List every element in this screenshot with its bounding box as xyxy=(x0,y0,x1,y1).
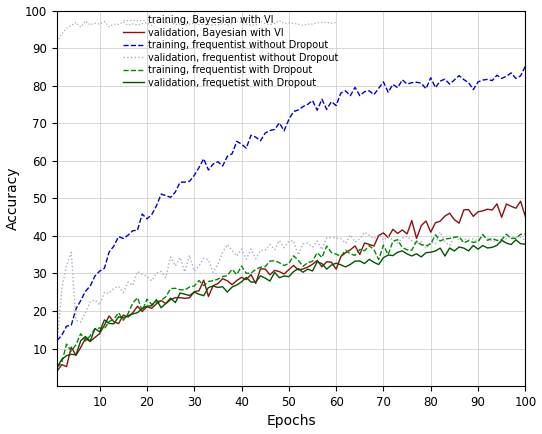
Line: validation, Bayesian with VI: validation, Bayesian with VI xyxy=(57,201,525,371)
validation, frequentist without Dropout xyxy=(295,253,301,258)
training, frequentist without Dropout xyxy=(295,107,301,112)
training, frequentist without Dropout xyxy=(484,77,491,82)
training, frequentist without Dropout xyxy=(333,103,339,108)
training, frequentist with Dropout xyxy=(333,252,339,257)
validation, frequetist with Dropout xyxy=(295,266,301,271)
validation, frequetist with Dropout xyxy=(522,242,528,247)
validation, frequentist without Dropout xyxy=(54,342,60,347)
training, Bayesian with VI xyxy=(125,23,131,28)
validation, frequentist without Dropout xyxy=(144,274,150,279)
training, frequentist with Dropout xyxy=(144,296,150,302)
validation, frequetist with Dropout xyxy=(513,237,519,242)
training, frequentist without Dropout xyxy=(499,76,505,81)
training, frequentist without Dropout xyxy=(54,338,60,343)
training, Bayesian with VI xyxy=(229,21,235,26)
validation, Bayesian with VI xyxy=(333,266,339,272)
training, Bayesian with VI xyxy=(149,23,155,28)
validation, Bayesian with VI xyxy=(517,199,524,204)
training, frequentist with Dropout xyxy=(295,258,301,263)
training, frequentist without Dropout xyxy=(522,64,528,69)
training, frequentist with Dropout xyxy=(522,231,528,237)
validation, frequetist with Dropout xyxy=(484,245,491,250)
validation, frequetist with Dropout xyxy=(333,260,339,266)
X-axis label: Epochs: Epochs xyxy=(266,414,316,428)
validation, frequetist with Dropout xyxy=(499,238,505,243)
validation, frequetist with Dropout xyxy=(144,303,150,309)
training, Bayesian with VI xyxy=(134,23,141,28)
Y-axis label: Accuracy: Accuracy xyxy=(5,167,20,230)
validation, Bayesian with VI xyxy=(295,267,301,273)
Line: training, frequentist without Dropout: training, frequentist without Dropout xyxy=(57,66,525,341)
training, frequentist with Dropout xyxy=(499,237,505,242)
validation, frequetist with Dropout xyxy=(54,365,60,370)
Line: validation, frequentist without Dropout: validation, frequentist without Dropout xyxy=(57,232,525,344)
training, frequentist with Dropout xyxy=(163,294,169,299)
validation, Bayesian with VI xyxy=(484,207,491,212)
training, frequentist with Dropout xyxy=(484,238,491,243)
training, Bayesian with VI xyxy=(144,20,150,26)
training, Bayesian with VI xyxy=(101,19,108,24)
validation, Bayesian with VI xyxy=(163,301,169,306)
validation, frequentist without Dropout xyxy=(503,236,509,241)
training, frequentist with Dropout xyxy=(54,365,60,370)
validation, Bayesian with VI xyxy=(144,304,150,309)
validation, frequentist without Dropout xyxy=(522,237,528,243)
Legend: training, Bayesian with VI, validation, Bayesian with VI, training, frequentist : training, Bayesian with VI, validation, … xyxy=(123,16,338,88)
training, Bayesian with VI xyxy=(276,18,282,23)
Line: training, frequentist with Dropout: training, frequentist with Dropout xyxy=(57,234,525,368)
validation, frequentist without Dropout xyxy=(333,235,339,240)
validation, frequetist with Dropout xyxy=(163,301,169,306)
training, frequentist without Dropout xyxy=(144,216,150,221)
validation, frequentist without Dropout xyxy=(163,275,169,280)
validation, Bayesian with VI xyxy=(54,368,60,374)
Line: training, Bayesian with VI: training, Bayesian with VI xyxy=(57,20,336,42)
Line: validation, frequetist with Dropout: validation, frequetist with Dropout xyxy=(57,240,525,368)
validation, frequentist without Dropout xyxy=(437,230,443,235)
validation, Bayesian with VI xyxy=(522,214,528,219)
validation, frequentist without Dropout xyxy=(489,239,495,244)
training, frequentist without Dropout xyxy=(163,193,169,198)
training, Bayesian with VI xyxy=(333,20,339,25)
training, Bayesian with VI xyxy=(54,39,60,45)
validation, Bayesian with VI xyxy=(499,215,505,220)
